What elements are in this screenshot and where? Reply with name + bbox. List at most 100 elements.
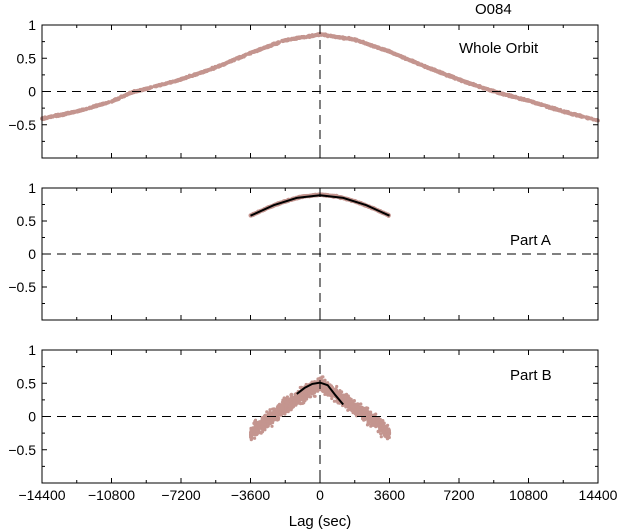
data-point [369,424,373,428]
data-point [253,436,257,440]
data-point [285,401,290,405]
x-tick-label: 14400 [579,487,618,503]
data-point [566,110,571,115]
data-point [368,420,372,425]
data-point [585,116,590,120]
data-point [571,113,575,117]
data-point [502,92,507,97]
data-point [359,402,363,406]
data-point [148,85,153,89]
y-tick-label: 0.5 [17,50,37,66]
data-point [258,426,262,430]
data-point [260,430,265,434]
x-tick-label: −3600 [231,487,271,503]
data-point [268,43,273,48]
data-point [154,84,159,89]
data-point [388,49,392,54]
y-tick-label: 1 [28,342,36,358]
scatter-points [249,375,392,442]
data-point [520,97,525,101]
y-tick-label: −0.5 [8,442,36,458]
data-point [341,393,345,397]
data-point [437,71,442,75]
data-point [288,397,293,401]
data-point [295,401,299,405]
data-point [200,70,205,75]
data-point [384,424,388,429]
data-point [257,421,261,425]
data-point [250,436,254,440]
data-point [483,86,488,91]
data-point [300,35,304,40]
data-point [338,392,342,396]
data-point [178,78,182,82]
data-point [528,99,533,103]
data-point [281,406,285,410]
data-point [539,102,544,107]
data-point [400,54,405,59]
data-point [253,418,258,422]
data-point [160,82,164,86]
data-point [284,38,289,43]
data-point [49,114,54,119]
x-tick-label: −14400 [18,487,65,503]
data-point [214,64,219,69]
data-point [549,106,554,111]
data-point [257,48,262,52]
y-tick-label: −0.5 [8,117,36,133]
data-point [275,412,279,416]
x-tick-label: 0 [316,487,324,503]
data-point [268,408,272,412]
data-point [313,389,318,393]
data-point [298,385,302,390]
data-point [363,407,367,411]
data-point [272,411,276,415]
data-point [323,387,327,391]
data-point [255,428,259,432]
data-point [316,386,320,390]
data-point [333,34,338,39]
data-point [110,99,114,103]
data-point [252,421,256,425]
data-point [318,32,322,37]
y-tick-label: 0 [28,246,36,262]
x-tick-label: 7200 [443,487,474,503]
data-point [298,393,302,398]
data-point [544,105,549,109]
data-point [301,401,305,405]
data-point [104,101,108,105]
data-point [332,399,336,403]
data-point [376,429,380,433]
data-point [237,55,242,60]
data-point [140,87,145,92]
data-point [191,73,195,78]
data-point [371,44,376,49]
data-point [497,91,502,95]
data-point [280,403,284,407]
data-point [278,411,282,415]
scatter-points [40,31,600,123]
data-point [358,411,362,415]
data-point [410,59,414,64]
panel-3: −14400 −10800 −7200 −3600 0 3600 7200 10800 1440… [8,342,617,503]
data-point [423,64,428,69]
data-point [321,32,325,37]
data-point [282,397,287,402]
data-point [299,396,303,400]
data-point [122,93,127,98]
data-point [513,95,518,100]
x-axis-title: Lag (sec) [289,513,352,530]
data-point [266,412,270,416]
data-point [352,37,356,42]
data-point [307,391,311,395]
y-tick-label: 1 [28,17,36,33]
data-point [311,391,315,395]
data-point [287,407,291,411]
data-point [554,107,559,112]
data-point [351,411,355,415]
data-point [532,100,536,104]
data-point [254,49,258,53]
data-point [348,403,352,407]
data-point [510,94,514,99]
data-point [204,68,209,73]
